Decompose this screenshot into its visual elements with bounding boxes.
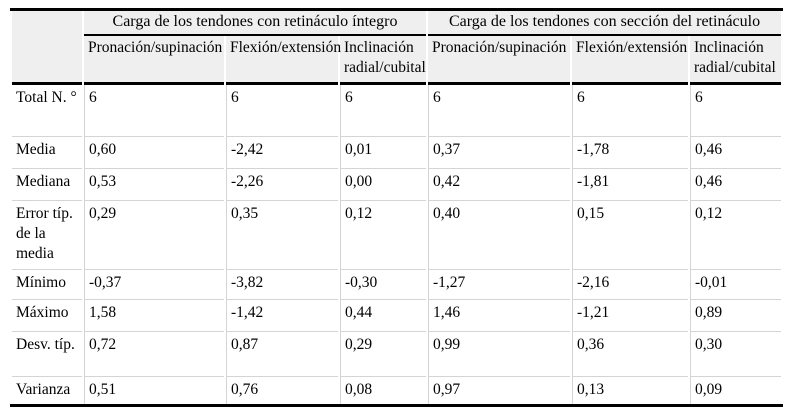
column-header-flexion-extension-integro: Flexión/extensión: [226, 36, 341, 86]
cell-value: 6: [226, 85, 338, 137]
stub-cell: [12, 11, 82, 37]
table-row: Máximo 1,58 -1,42 0,44 1,46 -1,21 0,89: [12, 299, 782, 332]
cell-value: 0,53: [84, 168, 224, 201]
cell-value: 6: [340, 85, 426, 137]
table-body: Total N. ° 6 6 6 6 6 6 Media 0,60 -2,42 0,01 0,37 -1…: [12, 85, 782, 404]
cell-value: 6: [572, 85, 688, 137]
row-label: Máximo: [12, 299, 82, 331]
cell-value: -1,42: [226, 299, 338, 332]
cell-value: 1,46: [428, 299, 571, 332]
cell-value: 0,12: [340, 200, 427, 270]
cell-value: -0,30: [340, 269, 427, 300]
row-label: Mínimo: [12, 269, 82, 299]
cell-value: -1,21: [572, 299, 689, 332]
cell-value: -0,01: [690, 269, 782, 300]
column-header-pronacion-supinacion-integro: Pronación/supinación: [84, 36, 224, 86]
cell-value: 0,36: [572, 331, 689, 377]
cell-value: 6: [84, 85, 224, 137]
table-row: Varianza 0,51 0,76 0,08 0,97 0,13 0,09: [12, 376, 782, 404]
cell-value: -1,81: [572, 168, 689, 201]
cell-value: -1,78: [572, 136, 689, 169]
cell-value: 0,37: [428, 136, 571, 169]
cell-value: 0,00: [340, 168, 427, 201]
cell-value: -2,16: [572, 269, 689, 300]
table-row: Desv. típ. 0,72 0,87 0,29 0,99 0,36 0,30: [12, 331, 782, 377]
table-row: Total N. ° 6 6 6 6 6 6: [12, 85, 781, 137]
cell-value: -3,82: [226, 269, 338, 300]
cell-value: 0,51: [84, 376, 224, 404]
row-label: Varianza: [12, 376, 82, 404]
stub-cell: [12, 36, 82, 86]
cell-value: 0,15: [572, 200, 689, 270]
cell-value: 0,40: [428, 200, 571, 270]
cell-value: 0,12: [690, 200, 782, 270]
cell-value: -0,37: [84, 269, 224, 300]
cell-value: 0,29: [340, 331, 427, 377]
cell-value: 0,46: [690, 136, 782, 169]
table-row: Error típ. de la media 0,29 0,35 0,12 0,40 0,…: [12, 200, 782, 270]
cell-value: 0,89: [690, 299, 782, 332]
table-row: Mediana 0,53 -2,26 0,00 0,42 -1,81 0,46: [12, 168, 782, 201]
cell-value: 6: [690, 85, 781, 137]
row-label: Error típ. de la media: [12, 200, 82, 269]
column-header-pronacion-supinacion-seccion: Pronación/supinación: [428, 36, 571, 86]
statistics-table: Carga de los tendones con retináculo ínt…: [10, 8, 784, 407]
cell-value: 0,60: [84, 136, 224, 169]
group-header-seccion-retinaculo: Carga de los tendones con sección del re…: [428, 11, 782, 37]
cell-value: 0,35: [226, 200, 338, 270]
table-row: Media 0,60 -2,42 0,01 0,37 -1,78 0,46: [12, 136, 782, 169]
cell-value: 0,87: [226, 331, 338, 377]
row-label: Media: [12, 136, 82, 168]
table-header: Carga de los tendones con retináculo ínt…: [12, 11, 782, 86]
row-label: Desv. típ.: [12, 331, 82, 376]
cell-value: 1,58: [84, 299, 224, 332]
cell-value: 0,29: [84, 200, 224, 270]
cell-value: 0,01: [340, 136, 427, 169]
cell-value: 0,44: [340, 299, 427, 332]
table-row: Mínimo -0,37 -3,82 -0,30 -1,27 -2,16 -0,01: [12, 269, 782, 300]
cell-value: 0,09: [690, 376, 782, 404]
cell-value: 0,72: [84, 331, 224, 377]
column-header-inclinacion-radial-cubital-integro: Inclinación radial/cubital: [340, 36, 427, 86]
cell-value: 6: [428, 85, 570, 137]
cell-value: -2,42: [226, 136, 338, 169]
cell-value: 0,46: [690, 168, 782, 201]
cell-value: 0,08: [340, 376, 427, 404]
cell-value: 0,13: [572, 376, 689, 404]
column-header-row: Pronación/supinación Flexión/extensión I…: [12, 36, 782, 86]
cell-value: 0,30: [690, 331, 782, 377]
cell-value: 0,76: [226, 376, 338, 404]
group-header-retinaculo-integro: Carga de los tendones con retináculo ínt…: [84, 11, 427, 37]
row-label: Mediana: [12, 168, 82, 200]
cell-value: 0,99: [428, 331, 571, 377]
cell-value: -2,26: [226, 168, 338, 201]
cell-value: 0,97: [428, 376, 571, 404]
cell-value: 0,42: [428, 168, 571, 201]
row-label: Total N. °: [16, 89, 77, 107]
column-header-inclinacion-radial-cubital-seccion: Inclinación radial/cubital: [690, 36, 782, 86]
cell-value: -1,27: [428, 269, 571, 300]
column-header-flexion-extension-seccion: Flexión/extensión: [572, 36, 689, 86]
group-header-row: Carga de los tendones con retináculo ínt…: [12, 11, 782, 37]
